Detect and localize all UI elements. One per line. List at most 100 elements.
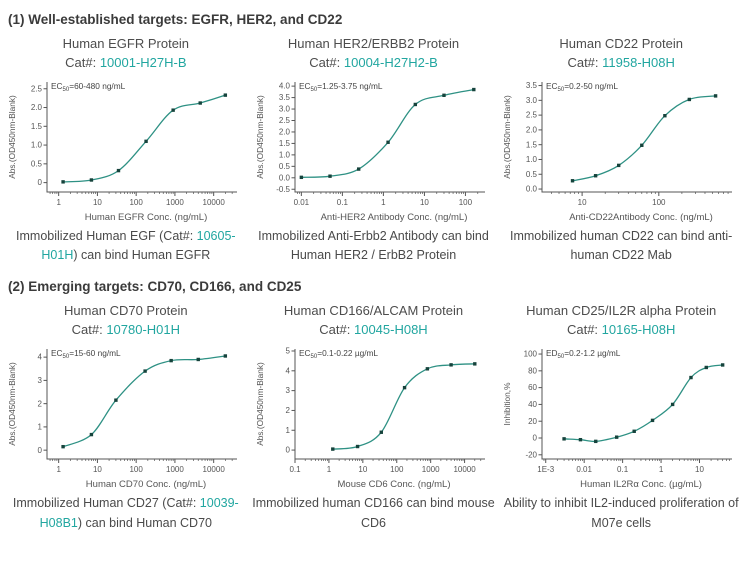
svg-text:Abs.(OD450nm-Blank): Abs.(OD450nm-Blank) <box>502 95 512 179</box>
svg-text:1.0: 1.0 <box>278 150 290 159</box>
caption-text: Immobilized human CD22 can bind anti-hum… <box>510 228 733 263</box>
chart-caption: Immobilized Human CD27 (Cat#: 10039-H08B… <box>4 494 248 533</box>
chart-caption: Immobilized Anti-Erbb2 Antibody can bind… <box>252 227 496 266</box>
svg-text:1.5: 1.5 <box>278 139 290 148</box>
svg-text:100: 100 <box>652 198 666 207</box>
chart-caption: Immobilized human CD166 can bind mouse C… <box>252 494 496 533</box>
cat-prefix: Cat#: <box>567 54 603 70</box>
svg-text:1: 1 <box>659 465 664 474</box>
charts-row-2: Human CD70 Protein Cat#: 10780-H01H 0 1 2 3… <box>2 296 745 532</box>
svg-text:Human IL2Rα Conc. (µg/mL): Human IL2Rα Conc. (µg/mL) <box>580 479 702 490</box>
dose-response-plot: -0.5 0.0 0.5 1.0 1.5 2.0 2.5 3.0 3.5 4.0 0.01 0.1 1 1… <box>254 75 494 223</box>
svg-text:2: 2 <box>37 399 42 408</box>
svg-text:100: 100 <box>524 350 538 359</box>
svg-text:0.1: 0.1 <box>289 465 301 474</box>
svg-text:2.0: 2.0 <box>31 103 43 112</box>
chart-title: Human HER2/ERBB2 Protein <box>287 36 460 51</box>
svg-text:0.01: 0.01 <box>577 465 593 474</box>
svg-text:10: 10 <box>695 465 704 474</box>
svg-text:-20: -20 <box>526 451 538 460</box>
svg-text:ED50=0.2-1.2 µg/mL: ED50=0.2-1.2 µg/mL <box>546 348 621 360</box>
svg-text:0: 0 <box>285 446 290 455</box>
caption-text: Immobilized human CD166 can bind mouse C… <box>252 496 495 530</box>
cat-number: 11958-H08H <box>602 54 675 70</box>
svg-text:4: 4 <box>37 353 42 362</box>
caption-cat-number: 10039-H08B1 <box>39 496 239 530</box>
svg-text:1.0: 1.0 <box>31 140 43 149</box>
svg-text:Human EGFR Conc. (ng/mL): Human EGFR Conc. (ng/mL) <box>85 212 207 223</box>
svg-text:0.1: 0.1 <box>617 465 629 474</box>
svg-text:0.5: 0.5 <box>278 162 290 171</box>
chart-block: Human HER2/ERBB2 Protein Cat#: 10004-H27… <box>250 29 498 265</box>
cat-prefix: Cat#: <box>566 322 602 338</box>
chart-cat-line: Cat#: 10045-H08H <box>319 321 427 340</box>
svg-text:100: 100 <box>390 465 404 474</box>
svg-text:1.0: 1.0 <box>526 155 538 164</box>
cat-number: 10001-H27H-B <box>99 54 187 70</box>
chart-cat-line: Cat#: 10004-H27H2-B <box>309 54 438 73</box>
svg-text:1E-3: 1E-3 <box>537 465 554 474</box>
section-2-header: (2) Emerging targets: CD70, CD166, and C… <box>8 279 302 295</box>
chart-title: Human CD166/ALCAM Protein <box>283 303 464 319</box>
svg-text:1: 1 <box>37 423 42 432</box>
svg-text:EC50=60-480 ng/mL: EC50=60-480 ng/mL <box>51 81 126 93</box>
chart-block: Human CD70 Protein Cat#: 10780-H01H 0 1 2 3… <box>2 296 250 532</box>
svg-text:4: 4 <box>285 367 290 376</box>
svg-text:0.1: 0.1 <box>336 198 348 207</box>
svg-text:Abs.(OD450nm-Blank): Abs.(OD450nm-Blank) <box>7 362 17 446</box>
svg-text:EC50=0.2-50 ng/mL: EC50=0.2-50 ng/mL <box>546 81 618 93</box>
svg-text:10: 10 <box>358 465 367 474</box>
svg-text:0.5: 0.5 <box>31 159 43 168</box>
svg-text:1000: 1000 <box>421 465 439 474</box>
svg-text:1: 1 <box>56 465 61 474</box>
svg-text:1: 1 <box>285 426 290 435</box>
svg-text:10: 10 <box>93 198 102 207</box>
cat-number: 10165-H08H <box>601 322 676 338</box>
svg-text:1: 1 <box>326 465 331 474</box>
svg-text:10000: 10000 <box>202 465 225 474</box>
section-1-header: (1) Well-established targets: EGFR, HER2… <box>8 12 343 27</box>
svg-text:3: 3 <box>37 376 42 385</box>
svg-text:Abs.(OD450nm-Blank): Abs.(OD450nm-Blank) <box>7 95 17 179</box>
caption-text: Immobilized Human EGF (Cat#: <box>16 228 197 243</box>
svg-text:80: 80 <box>528 367 537 376</box>
cat-prefix: Cat#: <box>319 322 354 338</box>
dose-response-plot: 0 1 2 3 4 1 10 100 1000 10000 Abs.(OD450nm-Blank) H… <box>6 342 246 490</box>
svg-text:1000: 1000 <box>166 465 184 474</box>
svg-text:2.5: 2.5 <box>31 84 43 93</box>
svg-text:Mouse CD6 Conc. (ng/mL): Mouse CD6 Conc. (ng/mL) <box>337 479 450 490</box>
svg-text:1000: 1000 <box>166 198 184 207</box>
svg-text:100: 100 <box>129 465 143 474</box>
svg-text:3.5: 3.5 <box>526 81 538 90</box>
chart-block: Human CD166/ALCAM Protein Cat#: 10045-H0… <box>250 296 498 532</box>
chart-caption: Immobilized human CD22 can bind anti-hum… <box>499 227 743 266</box>
svg-text:Human CD70 Conc. (ng/mL): Human CD70 Conc. (ng/mL) <box>86 479 206 490</box>
svg-text:Inhibition,%: Inhibition,% <box>502 382 512 426</box>
cat-prefix: Cat#: <box>309 54 344 70</box>
svg-text:60: 60 <box>528 383 537 392</box>
svg-text:EC50=0.1-0.22 µg/mL: EC50=0.1-0.22 µg/mL <box>299 348 378 360</box>
chart-block: Human CD25/IL2R alpha Protein Cat#: 1016… <box>497 296 745 532</box>
svg-text:40: 40 <box>528 400 537 409</box>
dose-response-plot: 0 1 2 3 4 5 0.1 1 10 100 1000 10000 Abs.(OD450nm-Bla… <box>254 342 494 490</box>
svg-text:1: 1 <box>56 198 61 207</box>
cat-number: 10780-H01H <box>106 322 181 338</box>
cat-prefix: Cat#: <box>65 54 100 70</box>
svg-text:20: 20 <box>528 417 537 426</box>
svg-text:1: 1 <box>381 198 386 207</box>
svg-text:3.0: 3.0 <box>278 104 290 113</box>
svg-text:EC50=15-60 ng/mL: EC50=15-60 ng/mL <box>51 348 121 360</box>
svg-text:0.5: 0.5 <box>526 170 538 179</box>
svg-text:1.5: 1.5 <box>526 140 538 149</box>
caption-text: ) can bind Human CD70 <box>77 515 212 530</box>
chart-cat-line: Cat#: 10001-H27H-B <box>65 54 186 73</box>
svg-text:3.5: 3.5 <box>278 93 290 102</box>
svg-text:10: 10 <box>419 198 428 207</box>
caption-cat-number: 10605-H01H <box>41 228 236 263</box>
cat-number: 10004-H27H2-B <box>343 54 438 70</box>
cat-number: 10045-H08H <box>353 322 428 338</box>
svg-text:100: 100 <box>458 198 472 207</box>
svg-text:0.0: 0.0 <box>526 184 538 193</box>
